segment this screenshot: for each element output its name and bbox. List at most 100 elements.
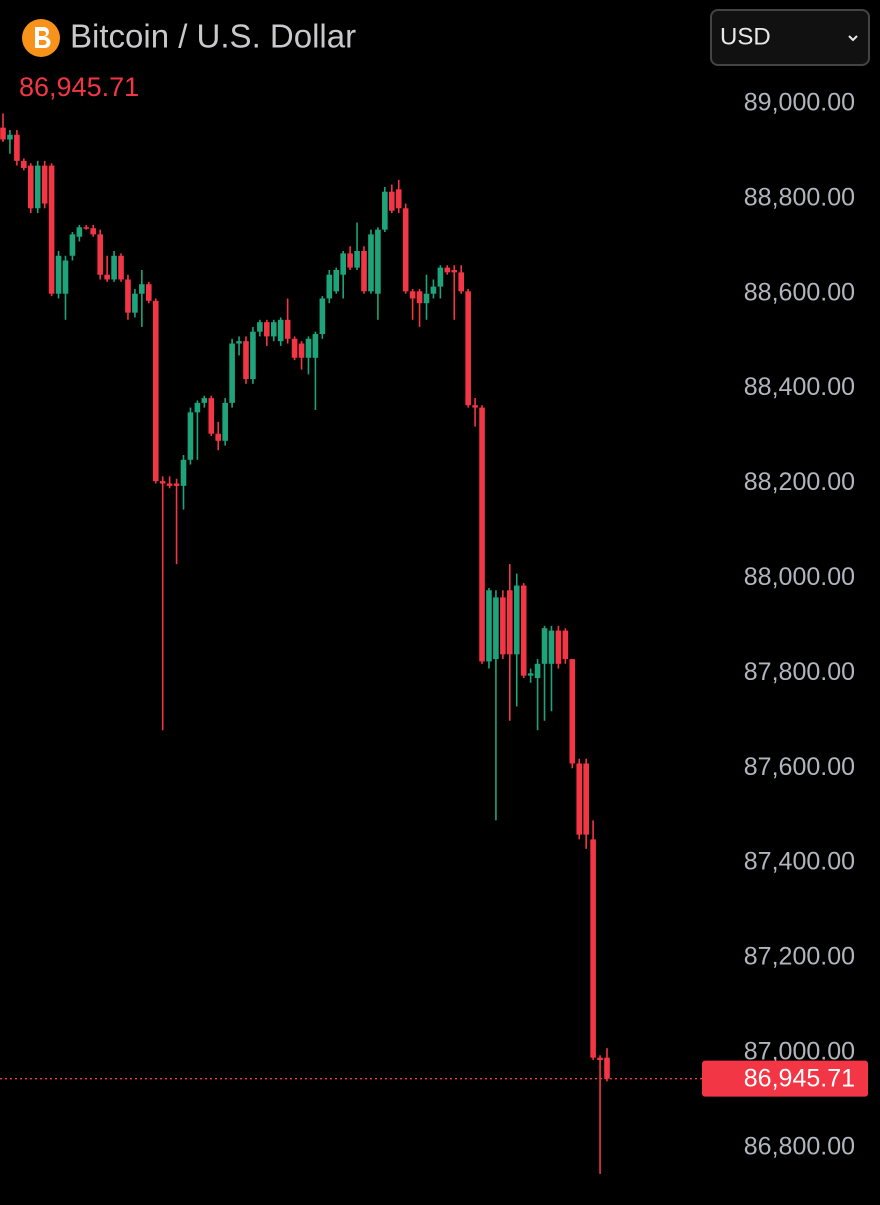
plot-area xyxy=(0,113,702,1174)
candle-body xyxy=(76,227,83,237)
candle-body xyxy=(291,338,298,358)
candle-body xyxy=(166,483,173,486)
candle-body xyxy=(472,405,478,408)
candle-body xyxy=(451,269,458,273)
y-tick-label: 88,600.00 xyxy=(744,278,855,306)
currency-label[interactable]: USD xyxy=(720,23,771,50)
candle-body xyxy=(437,267,444,287)
currency-select[interactable]: USD xyxy=(710,9,870,66)
candle-body xyxy=(388,191,395,211)
candle-body xyxy=(312,334,319,358)
candle-body xyxy=(7,134,13,140)
candle-body xyxy=(597,1057,603,1061)
candle-body xyxy=(132,293,138,313)
last-price-tag xyxy=(702,1060,868,1097)
price-axis: 89,000.00 88,800.00 88,600.00 88,400.00 88,2… xyxy=(702,89,870,1160)
candle-body xyxy=(284,319,291,339)
candle-body xyxy=(250,331,256,380)
candle-body xyxy=(333,269,340,292)
candle-body xyxy=(34,165,41,209)
y-tick-label: 87,800.00 xyxy=(744,658,855,686)
candle-body xyxy=(548,630,555,664)
current-price: 86,945.71 xyxy=(19,72,139,102)
candle-body xyxy=(97,234,103,275)
candle-body xyxy=(201,398,208,403)
candle-body xyxy=(125,279,131,313)
candle-body xyxy=(152,300,159,482)
candle-body xyxy=(340,253,346,275)
candle-body xyxy=(583,763,589,835)
candle-body xyxy=(382,191,388,230)
candle-body xyxy=(118,255,124,280)
candle-body xyxy=(215,433,222,441)
candle-body xyxy=(541,628,548,664)
candle-body xyxy=(326,274,333,299)
candle-body xyxy=(479,407,485,662)
bitcoin-glyph xyxy=(35,27,51,48)
candle-body xyxy=(395,189,402,209)
candle-body xyxy=(277,319,284,342)
candle-body xyxy=(90,228,97,235)
candle-body xyxy=(139,284,145,294)
candle-body xyxy=(527,673,534,676)
candle-body xyxy=(208,398,215,434)
candle-body xyxy=(243,341,249,380)
candle-body xyxy=(319,298,326,335)
candle-body xyxy=(347,253,353,268)
candle-body xyxy=(14,134,20,161)
candle-body xyxy=(55,255,62,294)
candle-body xyxy=(305,338,312,358)
candle-body xyxy=(507,590,513,655)
candle-body xyxy=(41,165,48,204)
last-price-label: 86,945.71 xyxy=(744,1064,855,1092)
candle-body xyxy=(354,251,360,268)
candle-body xyxy=(604,1057,610,1079)
candle-body xyxy=(264,322,270,337)
y-tick-label: 88,400.00 xyxy=(744,373,855,401)
candle-body xyxy=(416,291,423,304)
candle-body xyxy=(465,291,471,406)
candle-body xyxy=(576,763,583,835)
candle-body xyxy=(270,322,277,337)
candle-body xyxy=(229,343,235,403)
candle-body xyxy=(187,412,194,460)
candle-body xyxy=(69,234,76,256)
candle-body xyxy=(520,585,527,676)
y-tick-label: 87,200.00 xyxy=(744,943,855,971)
candle-body xyxy=(500,597,506,655)
candle-body xyxy=(368,234,374,292)
currency-dropdown[interactable] xyxy=(710,9,870,66)
candle-body xyxy=(513,585,520,655)
candle-body xyxy=(236,341,242,344)
candle-body xyxy=(194,402,201,413)
candle-body xyxy=(48,165,55,294)
candle-body xyxy=(173,483,180,486)
candle-body xyxy=(62,260,69,294)
candle-body xyxy=(423,293,430,304)
candle-body xyxy=(257,322,263,332)
candle-body xyxy=(222,402,228,441)
candle-body xyxy=(21,160,27,168)
candle-body xyxy=(590,839,596,1058)
candle-body xyxy=(493,597,499,660)
candle-body xyxy=(180,459,187,486)
candle-body xyxy=(145,284,152,301)
candle-body xyxy=(430,286,437,294)
dropdown-arrow[interactable] xyxy=(848,35,858,42)
candle-body xyxy=(375,229,381,294)
y-tick-label: 89,000.00 xyxy=(744,89,855,117)
candle-body xyxy=(562,630,569,660)
candle-body xyxy=(402,208,409,292)
y-tick-label: 87,600.00 xyxy=(744,753,855,781)
candle-body xyxy=(298,343,305,358)
candle-body xyxy=(361,251,367,292)
y-tick-label: 88,200.00 xyxy=(744,468,855,496)
candle-body xyxy=(104,274,110,280)
candle-body xyxy=(111,255,117,280)
y-tick-label: 88,000.00 xyxy=(744,563,855,591)
y-tick-label: 87,400.00 xyxy=(744,848,855,876)
candle-body xyxy=(555,630,562,664)
candle-body xyxy=(409,291,416,299)
